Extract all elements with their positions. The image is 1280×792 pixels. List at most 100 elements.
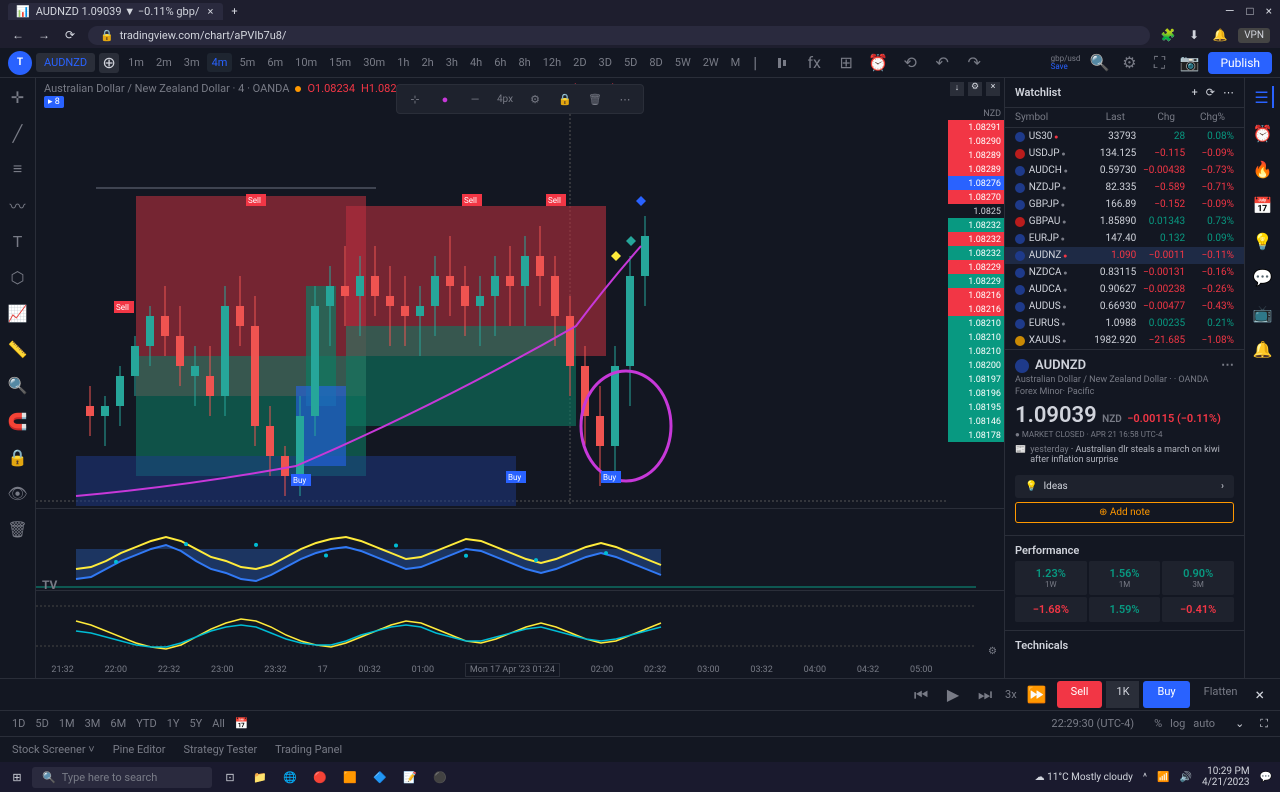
tf-3M[interactable]: 3M <box>85 717 101 730</box>
tf-YTD[interactable]: YTD <box>136 717 156 730</box>
browser-tab[interactable]: 📊 AUDNZD 1.09039 ▼ −0.11% gbp/ × <box>8 3 223 20</box>
maximize-icon[interactable]: □ <box>1246 4 1253 18</box>
chrome-icon[interactable]: 🔴 <box>308 765 332 789</box>
candle-style-icon[interactable] <box>771 52 793 74</box>
edge-icon[interactable]: 🌐 <box>278 765 302 789</box>
refresh-icon[interactable]: ⟳ <box>1206 86 1215 99</box>
watchlist-row[interactable]: XAUUS ● 1982.920 −21.685 −1.08% <box>1005 332 1244 349</box>
line-width[interactable]: 4px <box>495 89 515 109</box>
tf-5Y[interactable]: 5Y <box>189 717 202 730</box>
template-icon[interactable]: ⊞ <box>835 52 857 74</box>
anchor-icon[interactable]: ⊹ <box>405 89 425 109</box>
forecast-tool-icon[interactable]: 📈 <box>7 302 29 324</box>
tf-6M[interactable]: 6M <box>110 717 126 730</box>
tab-close-icon[interactable]: × <box>205 5 215 18</box>
interval-M[interactable]: M <box>726 53 746 72</box>
publish-button[interactable]: Publish <box>1208 52 1272 74</box>
symbol-button[interactable]: AUDNZD <box>36 53 95 72</box>
jump-forward-icon[interactable]: ⏩ <box>1025 683 1049 707</box>
scale-%[interactable]: % <box>1154 717 1162 730</box>
interval-3h[interactable]: 3h <box>441 53 463 72</box>
tf-1Y[interactable]: 1Y <box>167 717 180 730</box>
interval-1h[interactable]: 1h <box>392 53 414 72</box>
interval-15m[interactable]: 15m <box>324 53 356 72</box>
news-item[interactable]: 📰 yesterday · Australian dlr steals a ma… <box>1015 439 1234 471</box>
new-tab-button[interactable]: + <box>231 5 237 18</box>
time-axis[interactable]: 21:3222:0022:3223:0023:321700:3201:00Mon… <box>36 662 948 678</box>
interval-4m[interactable]: 4m <box>207 53 233 72</box>
lock-tool-icon[interactable]: 🔒 <box>7 446 29 468</box>
chart-close-icon[interactable]: × <box>986 82 1000 96</box>
ideas-row[interactable]: 💡Ideas› <box>1015 475 1234 498</box>
search-icon[interactable]: 🔍 <box>1088 52 1110 74</box>
tray-up-icon[interactable]: ^ <box>1143 772 1147 783</box>
bottom-tab[interactable]: Trading Panel <box>275 743 342 756</box>
drawing-settings-icon[interactable]: ⚙ <box>525 89 545 109</box>
detail-more-icon[interactable]: ⋯ <box>1221 358 1234 373</box>
interval-2W[interactable]: 2W <box>698 53 724 72</box>
interval-2m[interactable]: 2m <box>151 53 177 72</box>
start-button[interactable]: ⊞ <box>8 768 26 786</box>
clock-time[interactable]: 10:29 PM <box>1202 766 1250 777</box>
taskbar-search[interactable]: 🔍 Type here to search <box>32 767 212 788</box>
clock-date[interactable]: 4/21/2023 <box>1202 777 1250 788</box>
app2-icon[interactable]: 🔷 <box>368 765 392 789</box>
watchlist-row[interactable]: AUDNZ ● 1.090 −0.0011 −0.11% <box>1005 247 1244 264</box>
trash-tool-icon[interactable]: 🗑 <box>7 518 29 540</box>
measure-tool-icon[interactable]: 📏 <box>7 338 29 360</box>
notification-center-icon[interactable]: 💬 <box>1260 772 1272 783</box>
skip-back-icon[interactable]: ⏮ <box>909 683 933 707</box>
interval-3m[interactable]: 3m <box>179 53 205 72</box>
app-icon[interactable]: 🟧 <box>338 765 362 789</box>
close-replay-icon[interactable]: × <box>1251 681 1268 708</box>
minimize-icon[interactable]: — <box>1225 4 1234 18</box>
interval-5W[interactable]: 5W <box>670 53 696 72</box>
add-symbol-icon[interactable]: + <box>1192 86 1198 99</box>
chart-area[interactable]: Australian Dollar / New Zealand Dollar ·… <box>36 78 1004 678</box>
interval-5m[interactable]: 5m <box>234 53 260 72</box>
camera-icon[interactable]: 📷 <box>1178 52 1200 74</box>
technicals-section[interactable]: Technicals <box>1005 630 1244 660</box>
redo-icon[interactable]: ↷ <box>963 52 985 74</box>
indicators-icon[interactable]: fx <box>803 52 825 74</box>
eye-tool-icon[interactable]: 👁 <box>7 482 29 504</box>
zoom-tool-icon[interactable]: 🔍 <box>7 374 29 396</box>
url-input[interactable]: 🔒 tradingview.com/chart/aPVIb7u8/ <box>88 26 1150 45</box>
explorer-icon[interactable]: 📁 <box>248 765 272 789</box>
watchlist-row[interactable]: GBPAU ● 1.85890 0.01343 0.73% <box>1005 213 1244 230</box>
watchlist-row[interactable]: AUDCH ● 0.59730 −0.00438 −0.73% <box>1005 162 1244 179</box>
notepad-icon[interactable]: 📝 <box>398 765 422 789</box>
drawing-lock-icon[interactable]: 🔒 <box>555 89 575 109</box>
watchlist-row[interactable]: EURJP ● 147.40 0.132 0.09% <box>1005 230 1244 247</box>
watchlist-row[interactable]: GBPJP ● 166.89 −0.152 −0.09% <box>1005 196 1244 213</box>
bottom-tab[interactable]: Strategy Tester <box>184 743 258 756</box>
interval-1m[interactable]: 1m <box>123 53 149 72</box>
reload-icon[interactable]: ⟳ <box>62 27 78 43</box>
calendar-tab-icon[interactable]: 📅 <box>1252 194 1274 216</box>
replay-speed[interactable]: 3x <box>1005 688 1017 701</box>
watchlist-row[interactable]: AUDCA ● 0.90627 −0.00238 −0.26% <box>1005 281 1244 298</box>
brush-tool-icon[interactable]: 〰 <box>7 194 29 216</box>
alert-icon[interactable]: ⏰ <box>867 52 889 74</box>
watchlist-tab-icon[interactable]: ☰ <box>1252 86 1274 108</box>
obs-icon[interactable]: ⚫ <box>428 765 452 789</box>
interval-8h[interactable]: 8h <box>513 53 535 72</box>
task-view-icon[interactable]: ⊡ <box>218 765 242 789</box>
magnet-tool-icon[interactable]: 🧲 <box>7 410 29 432</box>
bottom-tab[interactable]: Stock Screener ˅ <box>12 743 95 756</box>
maximize-panel-icon[interactable]: ⛶ <box>1260 717 1268 731</box>
collapse-icon[interactable]: ⌄ <box>1235 717 1244 730</box>
flatten-button[interactable]: Flatten <box>1194 681 1248 708</box>
add-note-button[interactable]: ⊕ Add note <box>1015 502 1234 523</box>
cursor-tool-icon[interactable]: ✛ <box>7 86 29 108</box>
interval-6m[interactable]: 6m <box>262 53 288 72</box>
pattern-tool-icon[interactable]: ⬡ <box>7 266 29 288</box>
watchlist-row[interactable]: EURUS ● 1.0988 0.00235 0.21% <box>1005 315 1244 332</box>
scale-log[interactable]: log <box>1170 717 1185 730</box>
settings-icon[interactable]: ⚙ <box>1118 52 1140 74</box>
drawing-more-icon[interactable]: ⋯ <box>615 89 635 109</box>
weather-widget[interactable]: ☁ 11°C Mostly cloudy <box>1035 772 1133 783</box>
line-style-icon[interactable]: — <box>465 89 485 109</box>
add-symbol-button[interactable]: ⊕ <box>99 53 119 73</box>
drawing-delete-icon[interactable]: 🗑 <box>585 89 605 109</box>
